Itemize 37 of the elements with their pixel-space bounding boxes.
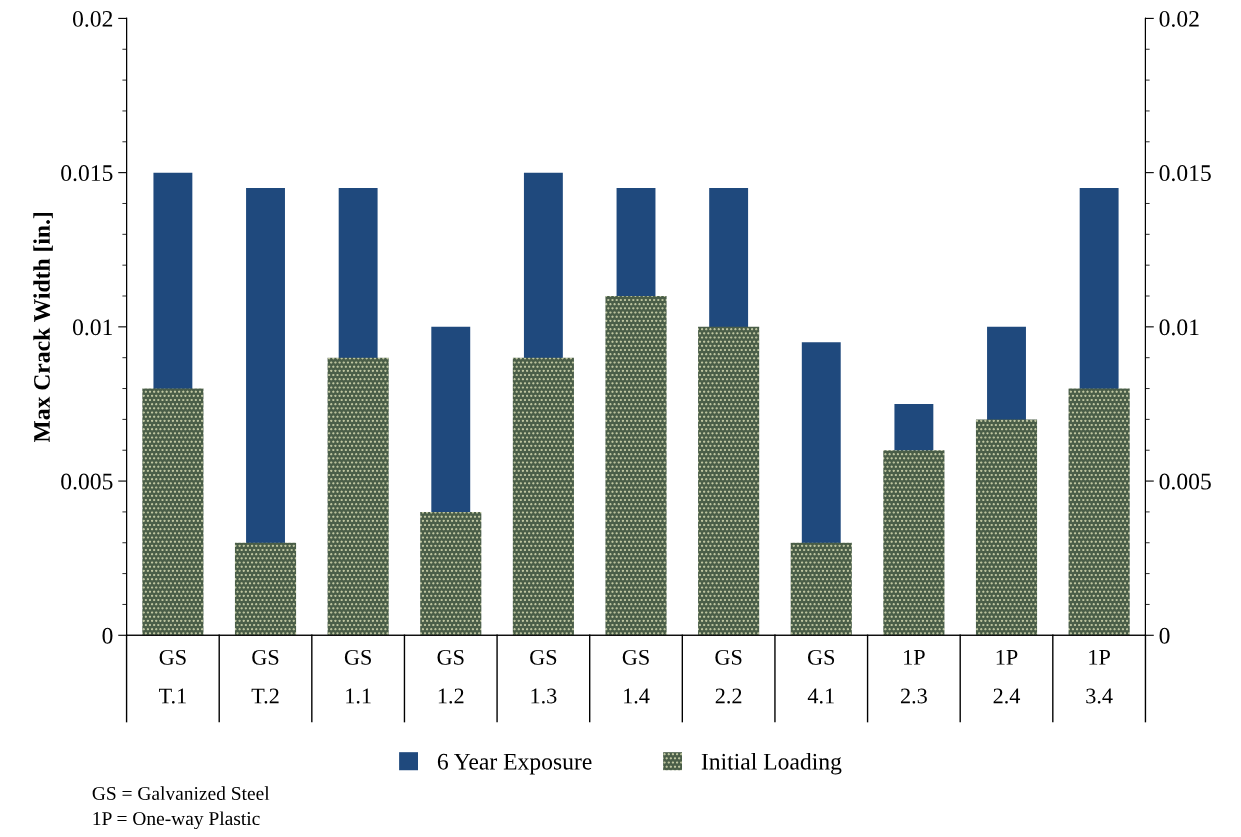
bar: [605, 296, 667, 636]
bar: [234, 542, 297, 636]
x-tick-label: GS 1.4: [622, 649, 650, 704]
x-tick-label: 1P 3.4: [1086, 649, 1113, 704]
text: 1P = One-way Plastic: [93, 811, 260, 830]
bar: [420, 511, 482, 636]
y-tick-label: 0.015: [61, 165, 113, 182]
bar: [142, 388, 204, 636]
bar: [790, 542, 852, 636]
y2-tick-label: 0.015: [1159, 165, 1211, 182]
y-tick-label: 0.01: [72, 319, 112, 336]
bar: [975, 419, 1038, 636]
y2-tick-label: 0.02: [1159, 10, 1199, 27]
y2-tick-label: 0: [1159, 627, 1170, 644]
x-tick-label: 1P 2.3: [900, 649, 927, 704]
y2-tick-label: 0.01: [1159, 319, 1199, 336]
y2-tick-label: 0.005: [1159, 473, 1211, 490]
y-axis-title: Max Crack Width [in.]: [33, 212, 53, 443]
y-tick-label: 0.02: [72, 10, 113, 27]
bar: [327, 357, 389, 636]
bar: [512, 357, 574, 636]
bar: [883, 450, 945, 636]
text: GS = Galvanized Steel: [92, 786, 270, 801]
bar: [698, 326, 760, 636]
x-tick-label: GS 1.1: [344, 649, 371, 704]
y-tick-label: 0: [102, 627, 113, 644]
x-tick-label: 1P 2.4: [993, 649, 1021, 704]
bar: [1068, 388, 1130, 636]
x-tick-label: GS 4.1: [807, 649, 835, 704]
x-tick-label: GS T.2: [251, 649, 279, 704]
x-tick-label: GS 1.3: [530, 649, 557, 704]
y-tick-label: 0.005: [61, 473, 113, 490]
x-tick-label: GS 2.2: [715, 649, 742, 704]
legend-label: Initial Loading: [701, 753, 842, 775]
x-tick-label: GS 1.2: [437, 649, 464, 704]
x-tick-label: GS T.1: [159, 649, 186, 704]
legend-label: 6 Year Exposure: [437, 753, 592, 775]
